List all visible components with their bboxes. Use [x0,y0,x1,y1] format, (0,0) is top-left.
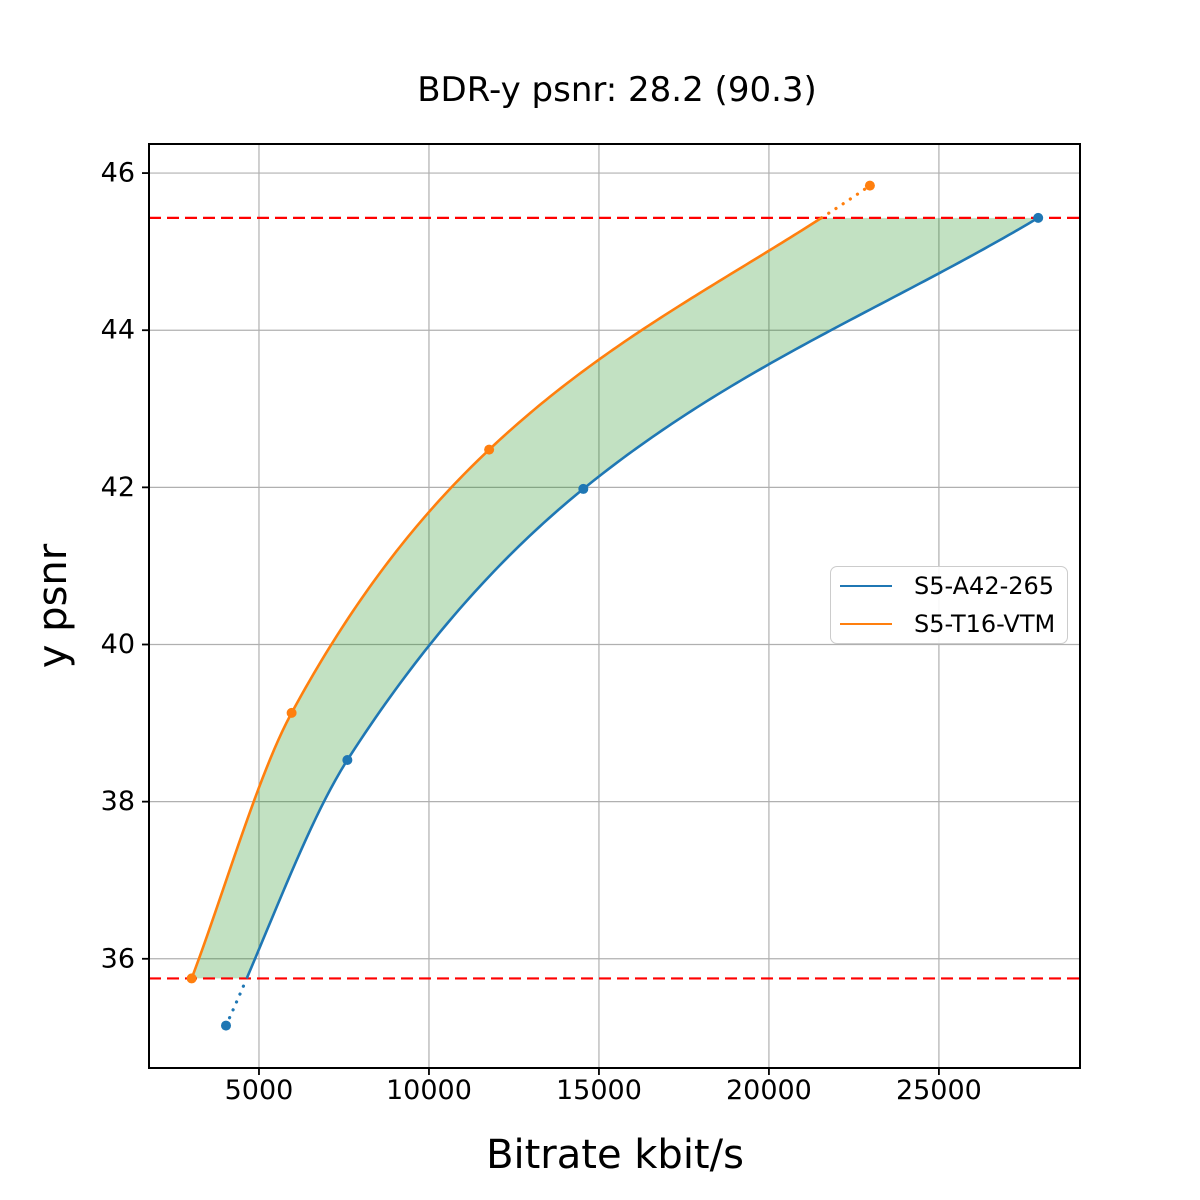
x-axis-label: Bitrate kbit/s [486,1132,744,1178]
data-point-orange [186,973,197,984]
y-tick-label: 36 [101,943,135,974]
axes-frame [148,143,1081,1069]
series-blue-curve [245,216,1039,979]
y-tick-label: 46 [101,158,135,189]
data-point-blue [221,1020,232,1031]
legend: S5-A42-265 S5-T16-VTM [830,566,1068,644]
data-point-blue [1033,212,1044,223]
data-point-orange [864,180,875,191]
chart-title: BDR-y psnr: 28.2 (90.3) [417,70,817,110]
legend-line-sample [840,623,892,625]
y-tick-label: 40 [101,629,135,660]
x-tick-label: 10000 [386,1075,472,1106]
series-blue-dotted-segment [224,976,249,1028]
data-point-orange [286,707,297,718]
legend-line-sample [840,585,892,587]
x-tick-label: 15000 [556,1075,642,1106]
x-tick-label: 5000 [225,1075,294,1106]
data-point-orange [484,444,495,455]
data-point-blue [342,755,353,765]
y-tick-label: 42 [101,472,135,503]
legend-label: S5-T16-VTM [914,610,1056,638]
x-tick-label: 25000 [896,1075,982,1106]
series-orange-curve [190,216,823,979]
data-point-blue [578,483,589,494]
y-tick-label: 44 [101,315,135,346]
legend-label: S5-A42-265 [914,572,1055,600]
legend-item-s5-t16-vtm: S5-T16-VTM [840,609,1055,639]
legend-item-s5-a42-265: S5-A42-265 [840,571,1055,601]
y-tick-label: 38 [101,786,135,817]
series-orange-dotted-segment [819,184,872,220]
x-tick-label: 20000 [726,1075,812,1106]
bd-shaded-region [191,217,1039,979]
